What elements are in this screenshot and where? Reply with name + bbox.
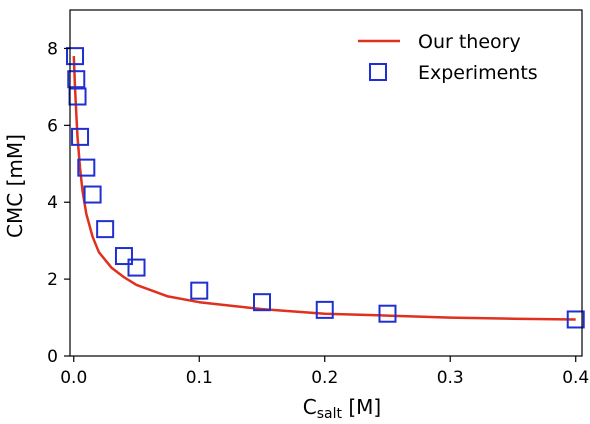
x-axis-label-sub: salt — [317, 406, 343, 422]
x-tick-label: 0.2 — [311, 368, 338, 388]
experiment-point — [114, 247, 133, 266]
legend-label-experiments: Experiments — [418, 62, 538, 84]
experiment-point — [253, 293, 271, 312]
x-tick-label: 0.1 — [186, 368, 213, 388]
experiment-point — [378, 304, 397, 323]
experiment-point — [77, 158, 96, 177]
theory-series — [72, 56, 576, 321]
x-axis-label-unit: [M] — [342, 395, 381, 419]
y-axis-ticks: 0 2 4 6 8 — [47, 39, 70, 367]
y-tick-label: 0 — [47, 347, 58, 367]
y-tick-label: 2 — [47, 270, 58, 290]
x-axis-label-main: C — [303, 395, 317, 419]
y-tick-label: 4 — [47, 193, 58, 213]
legend-label-theory: Our theory — [418, 31, 521, 53]
axes-frame — [69, 9, 583, 357]
x-tick-label: 0.3 — [437, 368, 464, 388]
experiment-point — [68, 87, 87, 106]
x-axis-label: Csalt [M] — [303, 395, 381, 422]
y-axis-label: CMC [mM] — [3, 134, 27, 238]
experiment-point — [190, 281, 209, 300]
experiment-point — [566, 310, 585, 329]
x-tick-label: 0.4 — [562, 368, 589, 388]
legend: Our theory Experiments — [358, 31, 538, 84]
experiments-series — [66, 47, 585, 329]
x-axis-ticks: 0.0 0.1 0.2 0.3 0.4 — [60, 356, 589, 388]
y-tick-label: 6 — [47, 116, 58, 136]
experiment-point — [315, 300, 334, 319]
x-tick-label: 0.0 — [60, 368, 87, 388]
legend-square-swatch — [369, 63, 387, 81]
theory-curve — [72, 56, 576, 321]
y-tick-label: 8 — [47, 39, 58, 59]
experiment-point — [96, 220, 115, 239]
experiment-point — [71, 127, 90, 146]
experiment-point — [127, 258, 146, 277]
experiment-point — [83, 185, 102, 204]
experiment-point — [66, 47, 85, 66]
experiment-point — [67, 70, 86, 89]
